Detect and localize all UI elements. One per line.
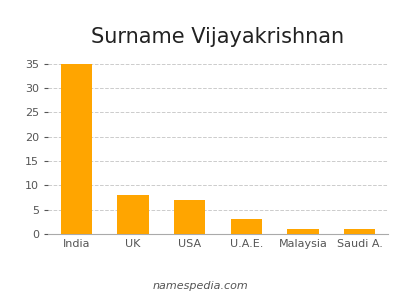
Bar bbox=[288, 229, 318, 234]
Bar bbox=[231, 219, 262, 234]
Title: Surname Vijayakrishnan: Surname Vijayakrishnan bbox=[92, 27, 344, 47]
Bar bbox=[118, 195, 148, 234]
Bar bbox=[174, 200, 205, 234]
Bar bbox=[344, 229, 375, 234]
Text: namespedia.com: namespedia.com bbox=[152, 281, 248, 291]
Bar bbox=[61, 64, 92, 234]
